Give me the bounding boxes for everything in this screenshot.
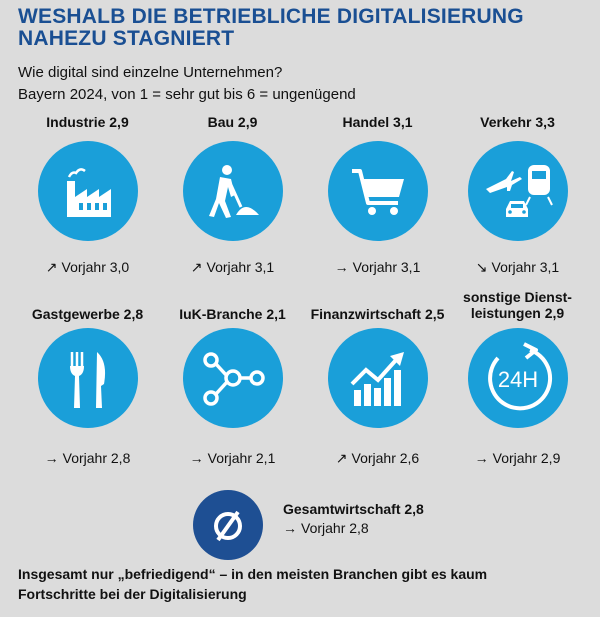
sector-sonstige-dienstleistungen: sonstige Dienst- leistungen 2,9 24H → Vor… <box>445 288 590 478</box>
trend-same-icon: → <box>189 450 204 466</box>
previous-year: → Vorjahr 2,8 <box>44 450 131 466</box>
previous-year: ↗ Vorjahr 2,6 <box>335 450 420 466</box>
trend-up-icon: ↗ <box>45 259 58 275</box>
sector-finanzwirtschaft: Finanzwirtschaft 2,5 ↗ Vorjahr 2,6 <box>305 288 450 478</box>
previous-year: → Vorjahr 2,9 <box>474 450 561 466</box>
construction-worker-icon <box>182 141 283 241</box>
trend-up-icon: ↗ <box>335 450 348 466</box>
trend-same-icon: → <box>334 259 349 275</box>
subtitle-scale: Bayern 2024, von 1 = sehr gut bis 6 = un… <box>18 86 356 103</box>
subtitle-question: Wie digital sind einzelne Unternehmen? <box>18 64 283 81</box>
factory-icon <box>37 141 138 241</box>
sector-label: sonstige Dienst- leistungen 2,9 <box>463 289 572 321</box>
previous-year: → Vorjahr 2,1 <box>189 450 276 466</box>
sector-label: Industrie 2,9 <box>46 114 129 130</box>
sector-industrie: Industrie 2,9 ↗ Vorjahr 3,0 <box>15 96 160 286</box>
sector-bau: Bau 2,9 ↗ Vorjahr 3,1 <box>160 96 305 286</box>
24h-service-icon: 24H <box>467 328 568 428</box>
sector-gastgewerbe: Gastgewerbe 2,8 → Vorjahr 2,8 <box>15 288 160 478</box>
overall-label: Gesamtwirtschaft 2,8 <box>283 501 424 517</box>
trend-down-icon: ↘ <box>475 259 488 275</box>
sector-handel: Handel 3,1 → Vorjahr 3,1 <box>305 96 450 286</box>
shopping-cart-icon <box>327 141 428 241</box>
transport-icon <box>467 141 568 241</box>
previous-year: ↘ Vorjahr 3,1 <box>475 259 560 275</box>
sector-verkehr: Verkehr 3,3 ↘ Vorjahr 3,1 <box>445 96 590 286</box>
previous-year: ↗ Vorjahr 3,1 <box>190 259 275 275</box>
sector-label: Handel 3,1 <box>342 114 413 130</box>
sector-label: Gastgewerbe 2,8 <box>31 306 144 322</box>
fork-knife-icon <box>37 328 138 428</box>
trend-same-icon: → <box>474 450 489 466</box>
svg-text:24H: 24H <box>497 367 537 392</box>
network-icon <box>182 328 283 428</box>
title-line-2: NAHEZU STAGNIERT <box>18 27 235 50</box>
sector-label: Verkehr 3,3 <box>480 114 555 130</box>
footer-note: Insgesamt nur „befriedigend“ – in den me… <box>18 566 488 602</box>
trend-same-icon: → <box>283 520 297 536</box>
title-line-1: WESHALB DIE BETRIEBLICHE DIGITALISIERUNG <box>18 5 524 28</box>
overall-previous-year: → Vorjahr 2,8 <box>283 520 369 536</box>
previous-year: → Vorjahr 3,1 <box>334 259 421 275</box>
sector-label: IuK-Branche 2,1 <box>179 306 286 322</box>
trend-up-icon: ↗ <box>190 259 203 275</box>
trend-same-icon: → <box>44 450 59 466</box>
growth-chart-icon <box>327 328 428 428</box>
sector-label: Finanzwirtschaft 2,5 <box>310 306 445 322</box>
sector-iuk: IuK-Branche 2,1 → Vorjahr 2,1 <box>160 288 305 478</box>
previous-year: ↗ Vorjahr 3,0 <box>45 259 130 275</box>
page-title: WESHALB DIE BETRIEBLICHE DIGITALISIERUNG… <box>18 6 578 50</box>
average-icon <box>193 490 263 560</box>
sector-label: Bau 2,9 <box>207 114 258 130</box>
